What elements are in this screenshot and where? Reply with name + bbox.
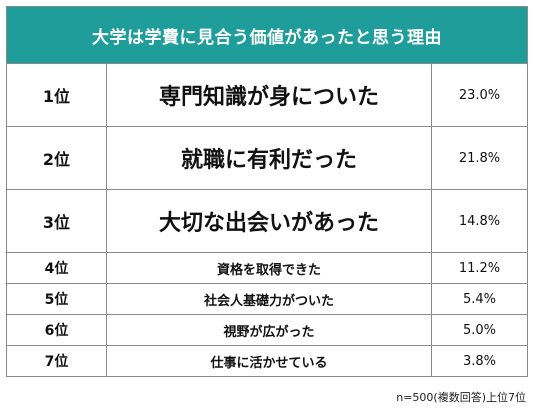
ranking-table: 1位 専門知識が身についた 23.0% 2位 就職に有利だった 21.8% 3位… [7,64,527,376]
percent-cell: 3.8% [431,345,527,376]
percent-cell: 5.4% [431,283,527,315]
reason-cell: 仕事に活かせている [106,345,432,376]
reason-cell: 社会人基礎力がついた [106,283,432,315]
table-row-2: 2位 就職に有利だった 21.8% [7,126,527,190]
rank-cell: 5位 [7,283,107,315]
reason-cell: 大切な出会いがあった [106,189,432,253]
reason-cell: 専門知識が身についた [106,64,432,127]
percent-cell: 21.8% [431,126,527,190]
rank-cell: 7位 [7,345,107,376]
rank-cell: 1位 [7,64,107,127]
percent-cell: 23.0% [431,64,527,127]
table-row-4: 4位 資格を取得できた 11.2% [7,252,527,284]
ranking-table-frame: 大学は学費に見合う価値があったと思う理由 1位 専門知識が身についた 23.0%… [6,6,528,377]
percent-cell: 14.8% [431,189,527,253]
sample-size-note: n=500(複数回答)上位7位 [396,391,526,404]
reason-cell: 視野が広がった [106,314,432,346]
reason-cell: 資格を取得できた [106,252,432,284]
percent-cell: 11.2% [431,252,527,284]
table-row-3: 3位 大切な出会いがあった 14.8% [7,189,527,253]
table-row-7: 7位 仕事に活かせている 3.8% [7,345,527,376]
reason-cell: 就職に有利だった [106,126,432,190]
rank-cell: 2位 [7,126,107,190]
table-row-5: 5位 社会人基礎力がついた 5.4% [7,283,527,315]
rank-cell: 6位 [7,314,107,346]
rank-cell: 3位 [7,189,107,253]
table-row-6: 6位 視野が広がった 5.0% [7,314,527,346]
table-row-1: 1位 専門知識が身についた 23.0% [7,64,527,127]
percent-cell: 5.0% [431,314,527,346]
table-title: 大学は学費に見合う価値があったと思う理由 [7,7,527,64]
rank-cell: 4位 [7,252,107,284]
